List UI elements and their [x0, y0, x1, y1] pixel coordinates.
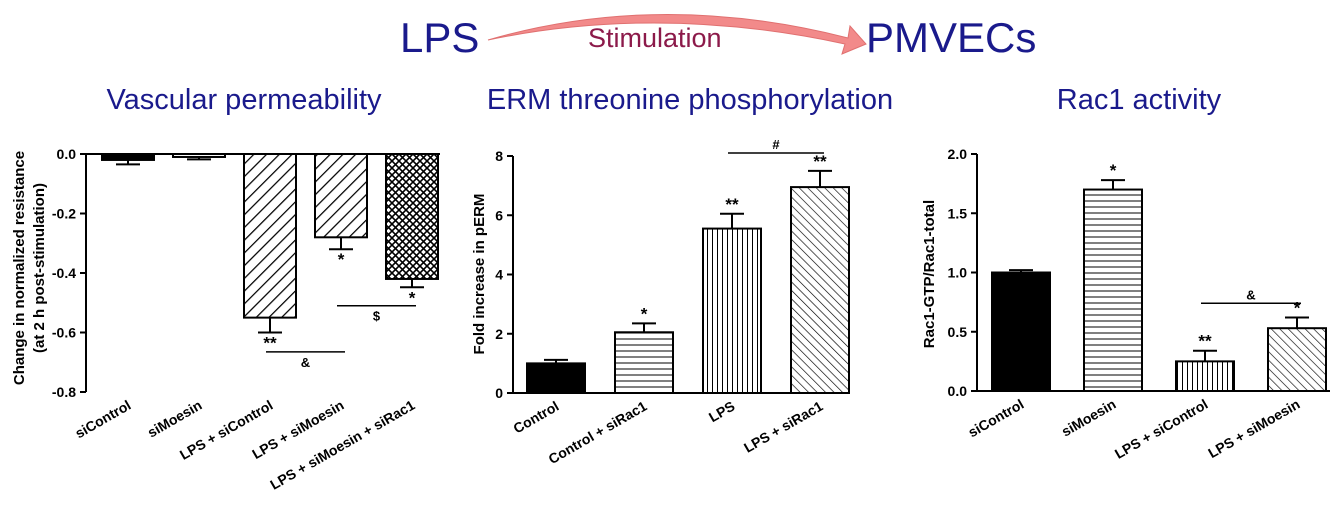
comparison-label: $ [373, 309, 381, 324]
panel-erm-phosphorylation: ERM threonine phosphorylation Fold incre… [471, 84, 893, 467]
panel-vascular-permeability: Vascular permeability Change in normaliz… [11, 84, 440, 493]
x-tick-label: Control [510, 398, 561, 437]
bar [702, 227, 762, 394]
header: LPS Stimulation PMVECs [400, 14, 1036, 61]
significance-marker: ** [725, 195, 739, 214]
x-tick-label: siControl [965, 396, 1026, 441]
panel-title: Rac1 activity [1057, 84, 1222, 116]
significance-marker: ** [813, 152, 827, 171]
comparisons: &$ [266, 304, 416, 370]
y-axis-label-line1: Change in normalized resistance [11, 151, 28, 385]
panel-rac1-activity: Rac1 activity Rac1-GTP/Rac1-total 0.0 0.5… [921, 84, 1330, 462]
x-tick-label: LPS + siControl [1112, 396, 1211, 462]
y-tick-label: -0.6 [52, 325, 76, 341]
bar [314, 153, 368, 239]
y-tick-label: 2.0 [948, 146, 968, 162]
comparisons: # [728, 137, 824, 154]
bars: **** [101, 153, 439, 353]
header-stimulation: Stimulation [588, 23, 722, 53]
bar [243, 153, 297, 319]
significance-marker: ** [1198, 332, 1212, 351]
y-tick-label: 0.0 [948, 383, 968, 399]
comparison-label: # [772, 137, 780, 152]
x-tick-label: Control + siRac1 [545, 398, 649, 467]
significance-marker: ** [263, 334, 277, 353]
y-axis-label: Rac1-GTP/Rac1-total [921, 200, 938, 348]
comparison-label: & [1246, 287, 1255, 302]
bar [790, 186, 850, 394]
y-tick-label: 4 [495, 267, 503, 283]
comparisons: & [1201, 287, 1301, 305]
bar [991, 271, 1051, 392]
y-tick-label: 1.0 [948, 265, 968, 281]
y-tick-label: 0.5 [948, 324, 968, 340]
y-axis-label: Fold increase in pERM [471, 194, 488, 355]
x-tick-label: LPS + siMoesin [1205, 396, 1302, 461]
bar [526, 362, 586, 394]
significance-marker: * [1110, 161, 1117, 180]
bar [614, 331, 674, 394]
stimulation-arrow [487, 14, 867, 55]
y-ticks: 0 2 4 6 8 [495, 148, 513, 401]
header-pmvecs: PMVECs [866, 14, 1036, 61]
y-tick-label: 6 [495, 207, 503, 223]
bars: **** [991, 161, 1327, 393]
bar [1175, 360, 1235, 392]
bar [1267, 327, 1327, 393]
y-tick-label: -0.4 [52, 265, 76, 281]
y-ticks: 0.0 0.5 1.0 1.5 2.0 [948, 146, 977, 399]
y-tick-label: 0 [495, 385, 503, 401]
header-lps: LPS [400, 14, 479, 61]
x-tick-label: siMoesin [1059, 396, 1119, 440]
y-tick-label: 1.5 [948, 205, 968, 221]
comparison-label: & [301, 355, 310, 370]
bar [385, 153, 439, 280]
y-ticks: 0.0 -0.2 -0.4 -0.6 -0.8 [52, 146, 86, 400]
bars: ***** [526, 152, 850, 394]
y-tick-label: 0.0 [57, 146, 77, 162]
y-axis-label: Change in normalized resistance (at 2 h … [11, 151, 48, 385]
y-tick-label: -0.2 [52, 206, 76, 222]
panel-title: Vascular permeability [106, 84, 382, 116]
panel-title: ERM threonine phosphorylation [487, 84, 893, 116]
x-tick-label: LPS [706, 398, 738, 425]
significance-marker: * [641, 304, 648, 323]
significance-marker: * [1294, 299, 1301, 318]
x-tick-label: siControl [72, 397, 133, 442]
bar [1083, 188, 1143, 392]
y-tick-label: 8 [495, 148, 503, 164]
significance-marker: * [409, 288, 416, 307]
y-axis-label-line2: (at 2 h post-stimulation) [31, 183, 48, 353]
significance-marker: * [338, 250, 345, 269]
y-tick-label: 2 [495, 326, 503, 342]
x-tick-label: siMoesin [145, 397, 205, 441]
y-tick-label: -0.8 [52, 384, 76, 400]
x-tick-label: LPS + siRac1 [741, 398, 826, 456]
